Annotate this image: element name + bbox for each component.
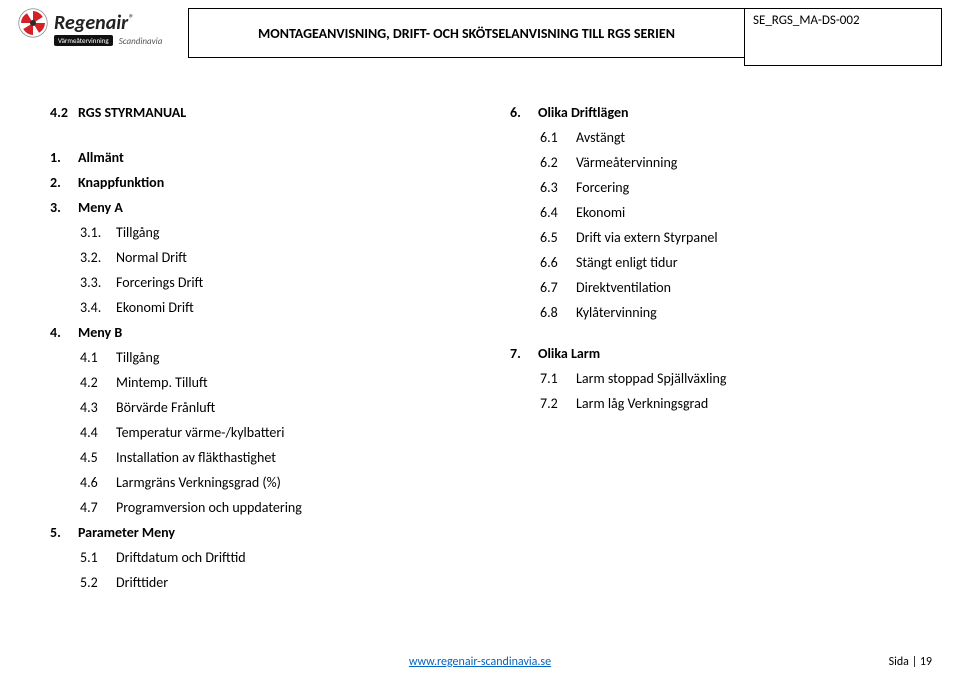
item-6-5: 6.5Drift via extern Styrpanel: [540, 229, 910, 246]
item-6-4: 6.4Ekonomi: [540, 204, 910, 221]
item-4-2: 4.2Mintemp. Tilluft: [80, 374, 450, 391]
fan-icon: [18, 8, 48, 38]
page-header: Regenair® Värmeåtervinning Scandinavia M…: [0, 0, 960, 68]
item-6-7: 6.7Direktventilation: [540, 279, 910, 296]
doc-id: SE_RGS_MA-DS-002: [744, 8, 942, 66]
footer: www.regenair-scandinavia.se: [0, 655, 960, 669]
section-1: 1.Allmänt: [50, 149, 450, 166]
content-area: 4.2RGS STYRMANUAL 1.Allmänt 2.Knappfunkt…: [0, 68, 960, 599]
page-number: Sida | 19: [889, 655, 932, 669]
item-4-5: 4.5Installation av fläkthastighet: [80, 449, 450, 466]
item-3-3: 3.3.Forcerings Drift: [80, 274, 450, 291]
section-5: 5.Parameter Meny: [50, 524, 450, 541]
logo-area: Regenair® Värmeåtervinning Scandinavia: [18, 8, 188, 47]
item-6-8: 6.8Kylåtervinning: [540, 304, 910, 321]
left-column: 4.2RGS STYRMANUAL 1.Allmänt 2.Knappfunkt…: [50, 98, 450, 599]
item-5-2: 5.2Drifttider: [80, 574, 450, 591]
right-column: 6.Olika Driftlägen 6.1Avstängt 6.2Värmeå…: [510, 98, 910, 599]
item-3-4: 3.4.Ekonomi Drift: [80, 299, 450, 316]
item-5-1: 5.1Driftdatum och Drifttid: [80, 549, 450, 566]
item-4-7: 4.7Programversion och uppdatering: [80, 499, 450, 516]
footer-link[interactable]: www.regenair-scandinavia.se: [409, 655, 551, 669]
section-4-2: 4.2RGS STYRMANUAL: [50, 104, 450, 121]
item-4-3: 4.3Börvärde Frånluft: [80, 399, 450, 416]
item-4-1: 4.1Tillgång: [80, 349, 450, 366]
logo-text: Regenair®: [54, 11, 134, 35]
item-4-4: 4.4Temperatur värme-/kylbatteri: [80, 424, 450, 441]
doc-title: MONTAGEANVISNING, DRIFT- OCH SKÖTSELANVI…: [188, 8, 744, 58]
item-4-6: 4.6Larmgräns Verkningsgrad (%): [80, 474, 450, 491]
item-6-3: 6.3Forcering: [540, 179, 910, 196]
logo-subtitle: Värmeåtervinning: [54, 35, 113, 46]
section-6: 6.Olika Driftlägen: [510, 104, 910, 121]
item-3-2: 3.2.Normal Drift: [80, 249, 450, 266]
section-2: 2.Knappfunktion: [50, 174, 450, 191]
section-3: 3.Meny A: [50, 199, 450, 216]
item-7-2: 7.2Larm låg Verkningsgrad: [540, 395, 910, 412]
item-6-6: 6.6Stängt enligt tidur: [540, 254, 910, 271]
section-7: 7.Olika Larm: [510, 345, 910, 362]
logo-region: Scandinavia: [119, 36, 163, 47]
section-4: 4.Meny B: [50, 324, 450, 341]
item-3-1: 3.1.Tillgång: [80, 224, 450, 241]
item-6-1: 6.1Avstängt: [540, 129, 910, 146]
item-6-2: 6.2Värmeåtervinning: [540, 154, 910, 171]
item-7-1: 7.1Larm stoppad Spjällväxling: [540, 370, 910, 387]
